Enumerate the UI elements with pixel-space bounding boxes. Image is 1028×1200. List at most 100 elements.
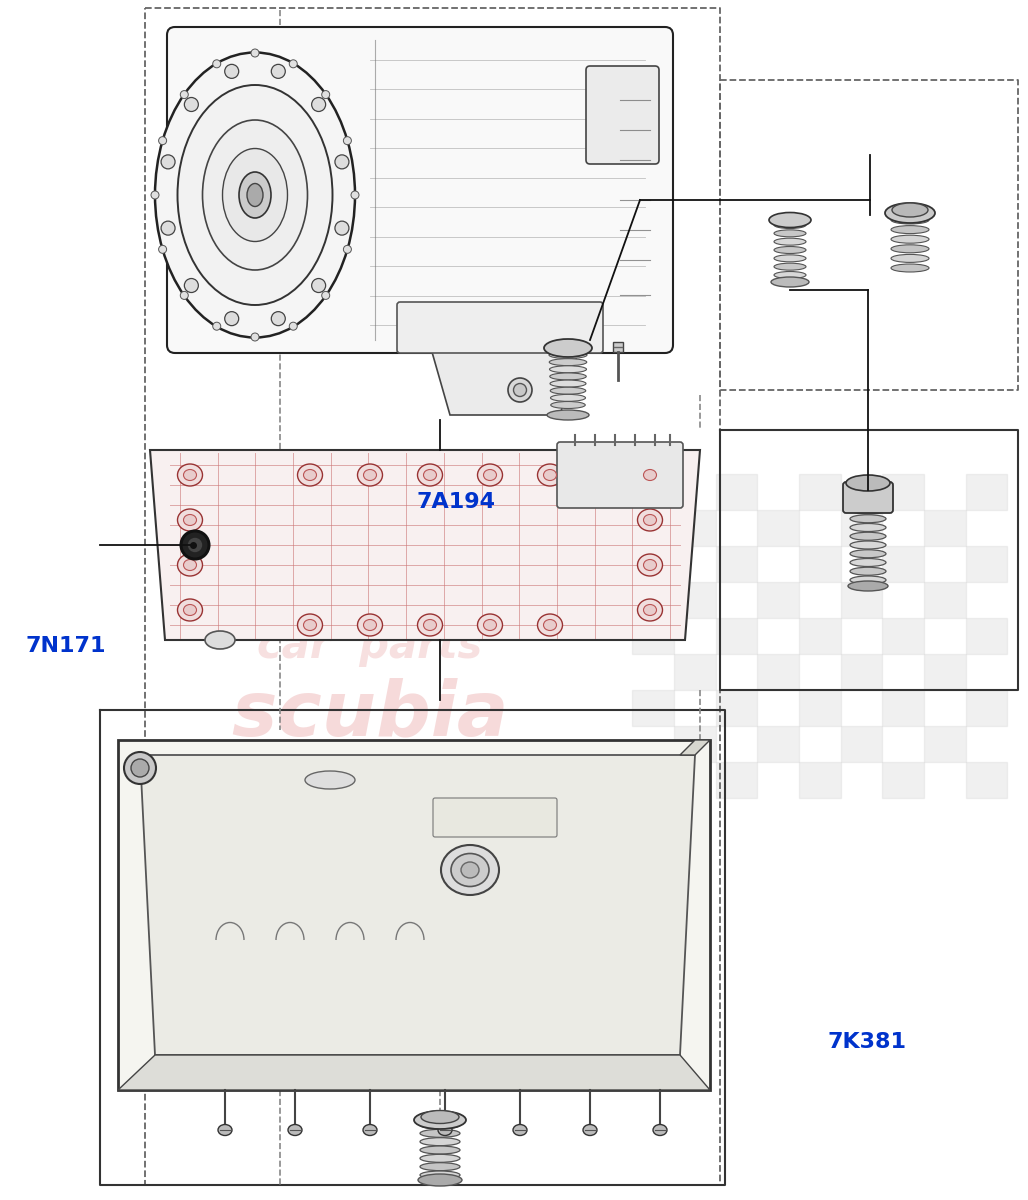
Text: 7N171: 7N171 (26, 636, 106, 655)
Ellipse shape (178, 85, 332, 305)
Bar (674, 510, 715, 546)
Ellipse shape (184, 97, 198, 112)
Ellipse shape (891, 245, 929, 253)
Ellipse shape (438, 1124, 452, 1135)
Ellipse shape (544, 338, 592, 358)
Text: car  parts: car parts (257, 624, 483, 667)
Polygon shape (680, 740, 710, 755)
Ellipse shape (547, 410, 589, 420)
Text: 7K381: 7K381 (828, 1032, 907, 1051)
Ellipse shape (178, 509, 203, 530)
Ellipse shape (850, 550, 886, 558)
Ellipse shape (653, 1124, 667, 1135)
Ellipse shape (846, 475, 890, 491)
Ellipse shape (544, 619, 556, 630)
Ellipse shape (451, 853, 489, 887)
Ellipse shape (188, 539, 201, 552)
Ellipse shape (644, 515, 657, 526)
Bar (758, 654, 799, 690)
Ellipse shape (637, 464, 662, 486)
Ellipse shape (508, 378, 533, 402)
Ellipse shape (551, 395, 586, 401)
Ellipse shape (178, 599, 203, 622)
Ellipse shape (184, 605, 196, 616)
Bar (924, 726, 965, 762)
Bar (758, 510, 799, 546)
Ellipse shape (420, 1129, 460, 1138)
Bar (841, 654, 882, 690)
Ellipse shape (483, 469, 497, 480)
Ellipse shape (417, 464, 442, 486)
Bar (882, 474, 924, 510)
Ellipse shape (420, 1146, 460, 1154)
Ellipse shape (311, 97, 326, 112)
Ellipse shape (335, 155, 348, 169)
Bar (715, 762, 758, 798)
Bar (882, 546, 924, 582)
Ellipse shape (213, 60, 221, 68)
Ellipse shape (218, 1124, 232, 1135)
FancyBboxPatch shape (397, 302, 603, 353)
Bar (715, 546, 758, 582)
FancyBboxPatch shape (167, 26, 673, 353)
Ellipse shape (424, 619, 437, 630)
Ellipse shape (848, 581, 888, 590)
Ellipse shape (297, 614, 323, 636)
Bar (632, 474, 674, 510)
Ellipse shape (461, 862, 479, 878)
Bar (924, 510, 965, 546)
Bar (799, 618, 841, 654)
Ellipse shape (184, 515, 196, 526)
Ellipse shape (420, 1154, 460, 1163)
Ellipse shape (513, 1124, 527, 1135)
Ellipse shape (420, 1163, 460, 1171)
Ellipse shape (203, 120, 307, 270)
Bar (965, 762, 1007, 798)
Bar (632, 546, 674, 582)
Ellipse shape (550, 373, 586, 380)
Ellipse shape (644, 605, 657, 616)
FancyBboxPatch shape (586, 66, 659, 164)
Ellipse shape (891, 264, 929, 272)
Bar (799, 762, 841, 798)
Ellipse shape (544, 469, 556, 480)
Bar (965, 690, 1007, 726)
Text: 7A194: 7A194 (416, 492, 495, 511)
Ellipse shape (538, 464, 562, 486)
Ellipse shape (477, 614, 503, 636)
Bar (841, 510, 882, 546)
Bar (758, 726, 799, 762)
Ellipse shape (161, 221, 175, 235)
Ellipse shape (251, 49, 259, 56)
Bar (924, 654, 965, 690)
Ellipse shape (124, 752, 156, 784)
Ellipse shape (311, 278, 326, 293)
Bar (799, 690, 841, 726)
Bar (841, 726, 882, 762)
Ellipse shape (637, 554, 662, 576)
Ellipse shape (305, 770, 355, 790)
Ellipse shape (158, 137, 167, 145)
Ellipse shape (644, 559, 657, 570)
Ellipse shape (774, 238, 806, 245)
Ellipse shape (850, 533, 886, 540)
Ellipse shape (225, 65, 238, 78)
Bar (632, 762, 674, 798)
Ellipse shape (181, 530, 209, 559)
Bar (674, 726, 715, 762)
Bar (965, 474, 1007, 510)
Polygon shape (118, 740, 710, 1090)
Ellipse shape (358, 614, 382, 636)
Ellipse shape (885, 203, 935, 223)
Ellipse shape (514, 384, 526, 396)
Ellipse shape (271, 312, 286, 325)
FancyBboxPatch shape (557, 442, 683, 508)
Ellipse shape (774, 246, 806, 253)
Ellipse shape (297, 464, 323, 486)
Ellipse shape (303, 469, 317, 480)
Ellipse shape (351, 191, 359, 199)
Ellipse shape (850, 541, 886, 550)
Ellipse shape (414, 1111, 466, 1129)
Ellipse shape (774, 222, 806, 228)
Ellipse shape (891, 235, 929, 244)
